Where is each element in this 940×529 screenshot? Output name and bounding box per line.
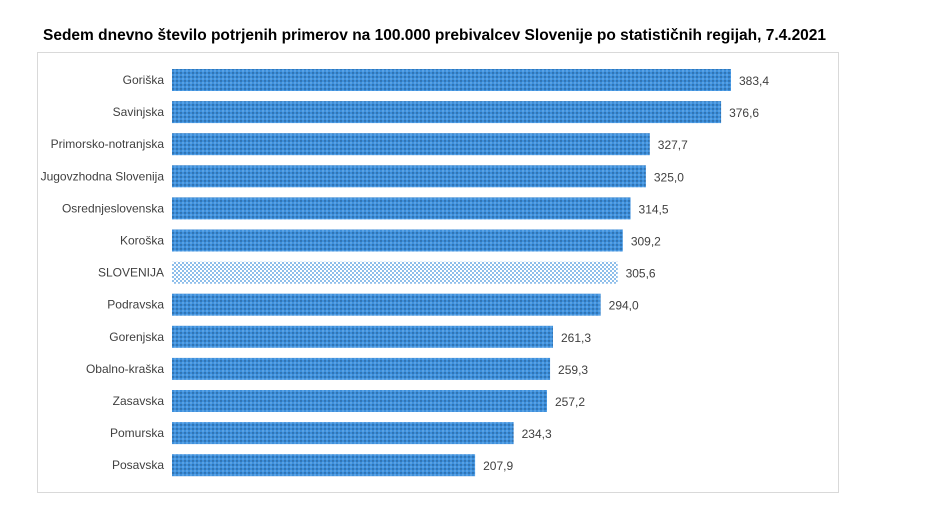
category-label: Primorsko-notranjska: [51, 137, 165, 151]
category-label: Obalno-kraška: [86, 362, 164, 376]
bar: [172, 357, 551, 380]
bar: [172, 133, 650, 156]
bar: [172, 165, 646, 188]
category-label: Jugovzhodna Slovenija: [41, 169, 165, 183]
data-label: 327,7: [658, 138, 688, 152]
data-label: 257,2: [555, 395, 585, 409]
data-label: 376,6: [729, 106, 759, 120]
category-label: Pomurska: [110, 426, 164, 440]
bar: [172, 325, 553, 348]
bar: [172, 422, 514, 445]
category-label: Podravska: [107, 298, 164, 312]
category-label: Goriška: [123, 73, 165, 87]
category-label: SLOVENIJA: [98, 266, 164, 280]
bar: [172, 390, 547, 412]
category-label: Gorenjska: [109, 330, 164, 344]
data-label: 294,0: [609, 299, 639, 313]
category-label: Savinjska: [113, 105, 165, 119]
data-label: 305,6: [626, 267, 656, 281]
bar: [172, 69, 731, 91]
chart-title: Sedem dnevno število potrjenih primerov …: [43, 27, 827, 44]
bar: [172, 229, 623, 252]
data-label: 234,3: [522, 427, 552, 441]
category-label: Zasavska: [113, 394, 165, 408]
data-label: 207,9: [483, 459, 513, 473]
data-label: 314,5: [639, 202, 669, 216]
data-label: 383,4: [739, 74, 769, 88]
bar: [172, 293, 601, 316]
chart-frame: [37, 52, 839, 493]
data-label: 261,3: [561, 331, 591, 345]
category-label: Koroška: [120, 234, 164, 248]
data-label: 259,3: [558, 363, 588, 377]
bar: [172, 197, 631, 220]
data-label: 325,0: [654, 170, 684, 184]
bar: [172, 454, 476, 477]
bar: [172, 101, 722, 124]
category-label: Osrednjeslovenska: [62, 201, 164, 215]
bar-highlight: [172, 261, 618, 284]
data-label: 309,2: [631, 235, 661, 249]
category-label: Posavska: [112, 458, 164, 472]
